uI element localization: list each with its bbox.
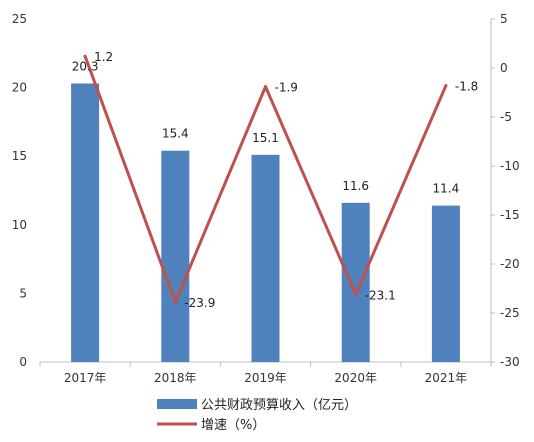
y-right-tick-label: -15 [500,208,520,222]
y-right-tick-label: 0 [500,61,508,75]
line-data-label: -1.9 [275,81,298,95]
y-right-tick-label: -20 [500,257,520,271]
legend: 公共财政预算收入（亿元） 增速（%） [157,398,357,433]
data-labels-layer: 20.3 15.4 15.1 11.6 11.4 1.2 -23.9 -1.9 -23.1 -1.… [72,50,479,310]
bar-data-label: 11.4 [433,182,460,196]
y-right-tick-label: -10 [500,159,520,173]
x-tick-label: 2017年 [64,371,107,385]
y-right-tick-label: -5 [500,110,512,124]
y-right-tick-label: -25 [500,306,520,320]
line-data-label: -23.1 [365,288,396,302]
legend-bar-swatch [157,399,197,409]
y-left-tick-label: 20 [12,81,27,95]
line-data-label: -23.9 [184,296,215,310]
line-point [444,84,448,88]
bar [431,205,460,362]
line-layer [83,54,448,304]
bar [71,83,100,362]
line-point [354,292,358,296]
y-left-tick-label: 10 [12,218,27,232]
bar-data-label: 20.3 [72,59,99,73]
y-left-tick-label: 15 [12,149,27,163]
line-data-label: -1.8 [455,80,478,94]
line-point [264,85,267,89]
x-tick-label: 2021年 [425,371,468,385]
bar [251,154,280,362]
y-left-tick-label: 25 [12,12,27,26]
x-tick-label: 2018年 [154,371,197,385]
bar-data-label: 15.4 [162,127,189,141]
x-tick-label: 2020年 [334,371,377,385]
legend-bar-label: 公共财政预算收入（亿元） [201,398,357,413]
line-data-label: 1.2 [94,50,113,64]
line-point [83,54,87,58]
bars-layer [71,83,460,362]
bar-data-label: 11.6 [342,179,369,193]
bar-data-label: 15.1 [252,131,279,145]
x-tick-label: 2019年 [244,371,287,385]
bar [341,202,370,362]
line-point [173,300,177,304]
y-right-tick-label: 5 [500,12,508,26]
y-right-tick-label: -30 [500,355,520,369]
y-left-tick-label: 0 [19,355,27,369]
y-left-tick-label: 5 [19,286,27,300]
bar [161,150,190,362]
legend-line-label: 增速（%） [201,418,265,433]
